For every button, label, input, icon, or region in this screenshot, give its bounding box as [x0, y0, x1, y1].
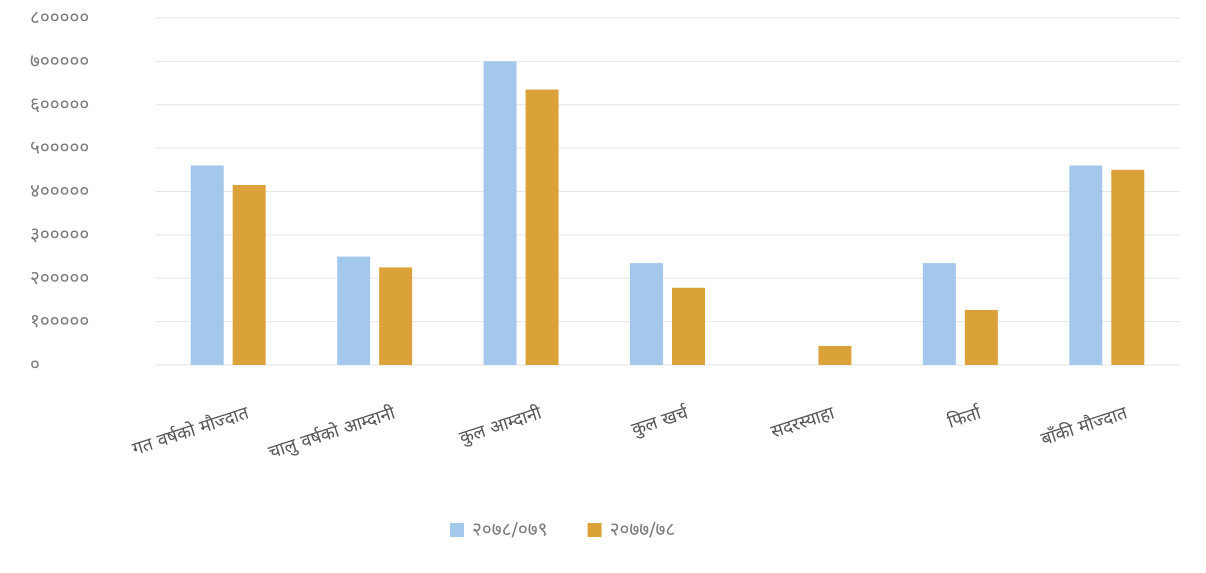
bar — [818, 345, 852, 365]
y-tick-label: ७००००० — [30, 50, 89, 72]
bar — [672, 287, 705, 365]
bar — [483, 61, 517, 365]
y-tick-label: ६००००० — [30, 93, 89, 115]
bar — [337, 256, 371, 365]
bar — [525, 89, 559, 365]
y-tick-label: ५००००० — [30, 137, 89, 159]
bar — [379, 267, 413, 365]
bar — [1111, 169, 1145, 365]
legend-label: २०७८/०७९ — [472, 519, 548, 541]
y-tick-label: ४००००० — [30, 180, 89, 202]
bar — [232, 184, 266, 365]
bar — [1069, 165, 1103, 365]
y-tick-label: २००००० — [30, 267, 89, 289]
bar — [190, 165, 224, 365]
y-tick-label: १००००० — [30, 310, 89, 332]
bar — [964, 309, 998, 365]
y-tick-label: ८००००० — [30, 7, 89, 29]
legend-swatch — [450, 523, 464, 537]
y-tick-label: ३००००० — [30, 223, 89, 245]
y-tick-label: ० — [30, 354, 40, 376]
legend-label: २०७७/७८ — [610, 519, 676, 541]
bar — [922, 263, 956, 365]
bar — [630, 263, 663, 365]
legend-swatch — [587, 523, 602, 537]
